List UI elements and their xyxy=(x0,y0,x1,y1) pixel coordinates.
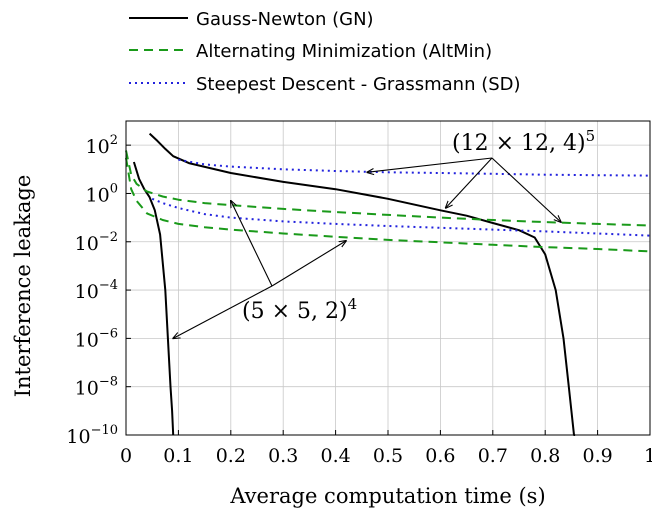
series-1-line-0 xyxy=(125,150,651,227)
x-tick-label: 0.4 xyxy=(320,445,350,467)
annot-5x5-arrow xyxy=(271,241,346,287)
legend-entry-gn: Gauss-Newton (GN) xyxy=(129,9,374,30)
annot-5x5-label: (5 × 5, 2)4 xyxy=(242,295,357,324)
x-tick-label: 0.5 xyxy=(373,445,403,467)
annot-12x12-label: (12 × 12, 4)5 xyxy=(452,127,595,156)
x-tick-label: 0.3 xyxy=(268,445,298,467)
y-tick-label: 10−10 xyxy=(66,423,118,448)
series-0-line-1 xyxy=(132,161,175,436)
series-2-line-1 xyxy=(151,197,651,237)
series-layer xyxy=(125,132,651,436)
x-tick-label: 0.6 xyxy=(425,445,455,467)
annot-5x5-arrow xyxy=(231,201,273,287)
legend-entry-sd: Steepest Descent - Grassmann (SD) xyxy=(129,74,521,95)
x-tick-label: 0.9 xyxy=(582,445,612,467)
y-tick-label: 10−8 xyxy=(75,375,118,400)
annot-12x12-arrow xyxy=(367,157,493,172)
x-tick-label: 1 xyxy=(644,445,652,467)
plot-area: 0 0.1 0.2 0.3 0.4 0.5 0.6 0.7 0.8 0.9 1 10−10 10−8 10… xyxy=(66,120,652,467)
y-tick-label: 10−4 xyxy=(75,278,118,303)
x-tick-label: 0.7 xyxy=(478,445,508,467)
legend: Gauss-Newton (GN) Alternating Minimizati… xyxy=(129,9,521,95)
series-2-line-0 xyxy=(178,158,651,177)
x-tick-label: 0 xyxy=(120,445,132,467)
y-tick-label: 102 xyxy=(86,133,118,158)
ticks: 0 0.1 0.2 0.3 0.4 0.5 0.6 0.7 0.8 0.9 1 10−10 10−8 10… xyxy=(66,133,652,467)
legend-label-gn: Gauss-Newton (GN) xyxy=(196,9,374,30)
y-tick-label: 100 xyxy=(86,181,118,206)
annot-5x5-arrow xyxy=(173,285,273,338)
y-tick-label: 10−2 xyxy=(75,230,118,255)
x-tick-label: 0.1 xyxy=(163,445,193,467)
y-axis-label: Interference leakage xyxy=(11,175,35,398)
y-tick-label: 10−6 xyxy=(75,326,118,351)
annot-5x5-exp: 4 xyxy=(348,295,358,313)
legend-label-altmin: Alternating Minimization (AltMin) xyxy=(196,41,492,62)
legend-entry-altmin: Alternating Minimization (AltMin) xyxy=(129,41,492,62)
annot-12x12-arrow xyxy=(491,157,561,222)
x-tick-label: 0.8 xyxy=(530,445,560,467)
annot-12x12-arrow xyxy=(446,157,493,208)
annot-12x12-exp: 5 xyxy=(586,127,596,145)
x-axis-label: Average computation time (s) xyxy=(229,484,545,508)
series-1-line-1 xyxy=(125,157,651,253)
annot-5x5-base: (5 × 5, 2) xyxy=(242,299,348,324)
grid xyxy=(125,121,651,436)
annotations: (12 × 12, 4)5 (5 × 5, 2)4 xyxy=(173,127,595,338)
annot-12x12-base: (12 × 12, 4) xyxy=(452,131,586,156)
legend-label-sd: Steepest Descent - Grassmann (SD) xyxy=(196,74,521,95)
series-0-line-0 xyxy=(148,132,576,436)
x-tick-label: 0.2 xyxy=(216,445,246,467)
